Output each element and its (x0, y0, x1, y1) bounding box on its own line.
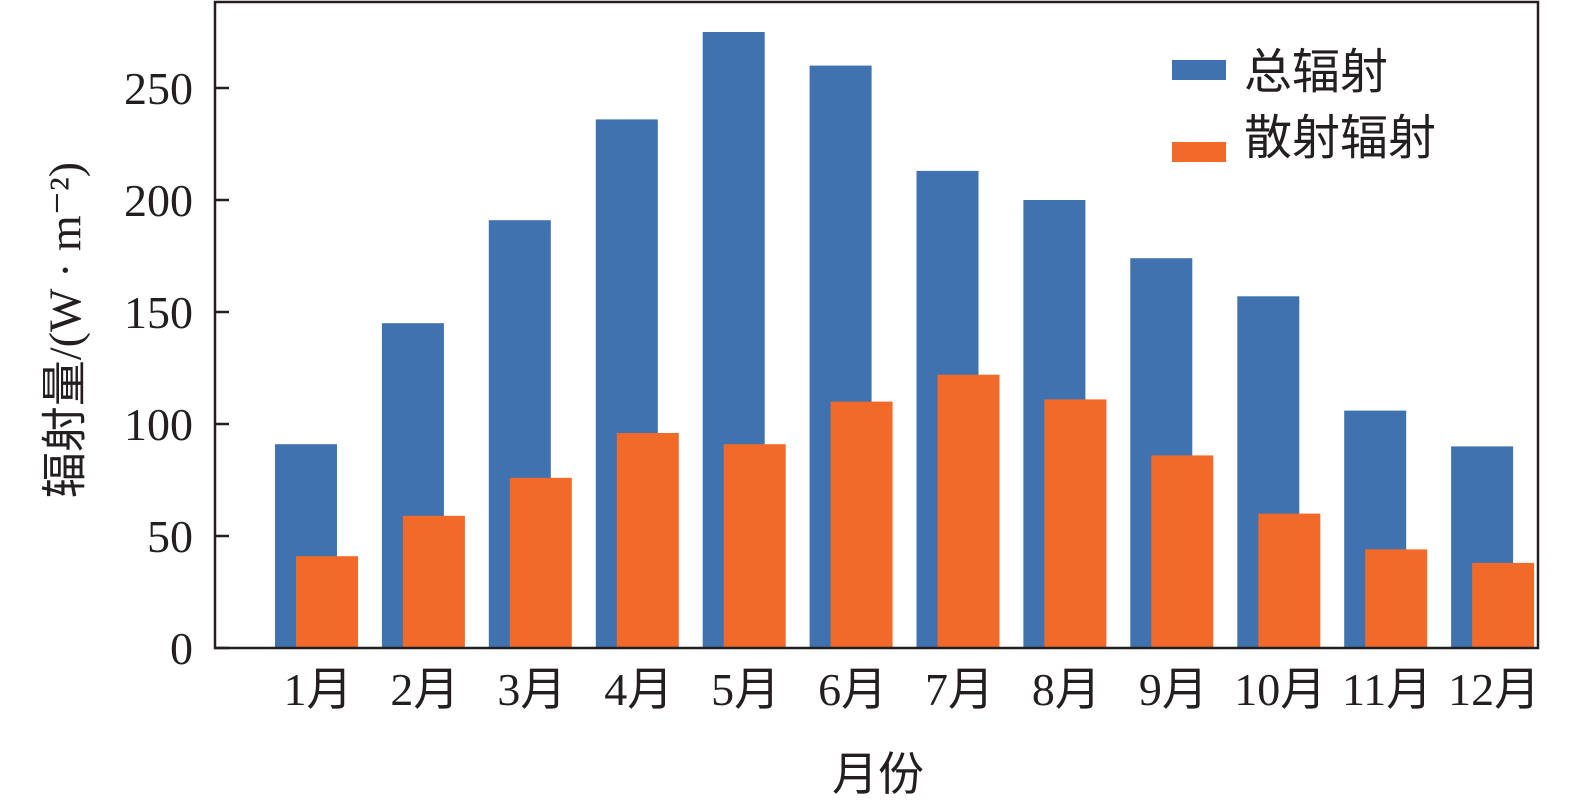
bar-diffuse-2 (402, 515, 465, 648)
y-tick-label: 100 (124, 399, 193, 450)
bar-diffuse-8 (1044, 399, 1107, 648)
plot-frame (213, 0, 1540, 650)
bar-diffuse-9 (1151, 455, 1214, 648)
x-tick-label: 12月 (1448, 664, 1540, 715)
bar-diffuse-10 (1258, 513, 1321, 648)
x-tick-label: 11月 (1342, 664, 1432, 715)
y-tick-label: 200 (124, 175, 193, 226)
bar-diffuse-7 (937, 374, 1000, 648)
bar-diffuse-4 (616, 433, 679, 648)
y-axis-title: 辐射量/(W · m⁻²) (40, 162, 91, 498)
x-tick-label: 6月 (818, 664, 887, 715)
legend-label-total: 总辐射 (1244, 46, 1388, 99)
y-tick-label: 250 (124, 63, 193, 114)
x-tick-label: 3月 (497, 664, 566, 715)
y-tick-label: 0 (170, 623, 193, 674)
x-tick-label: 7月 (925, 664, 994, 715)
x-tick-label: 2月 (390, 664, 459, 715)
x-tick-label: 4月 (604, 664, 673, 715)
legend-swatch-diffuse (1172, 142, 1226, 162)
x-tick-label: 8月 (1032, 664, 1101, 715)
x-tick-label: 9月 (1139, 664, 1208, 715)
x-tick-label: 1月 (284, 664, 353, 715)
bar-diffuse-5 (723, 444, 786, 648)
legend-label-diffuse: 散射辐射 (1244, 112, 1436, 165)
legend-swatch-total (1172, 60, 1226, 80)
x-axis-title: 月份 (832, 749, 924, 800)
legend: 总辐射 散射辐射 (1172, 46, 1436, 165)
bar-diffuse-3 (509, 477, 572, 648)
bar-diffuse-1 (296, 556, 358, 648)
y-ticks: 0 50 100 150 200 250 (124, 63, 229, 674)
bar-diffuse-6 (830, 401, 893, 648)
bars-layer (275, 32, 1535, 649)
x-tick-label: 10月 (1234, 664, 1326, 715)
x-ticks: 1月 2月 3月 4月 5月 6月 7月 8月 9月 10月 11月 12月 (284, 664, 1541, 715)
axes-layer (213, 0, 1540, 650)
y-tick-label: 150 (124, 287, 193, 338)
bar-diffuse-11 (1365, 549, 1428, 648)
x-tick-label: 5月 (711, 664, 780, 715)
bar-diffuse-12 (1472, 562, 1535, 648)
y-tick-label: 50 (147, 511, 193, 562)
